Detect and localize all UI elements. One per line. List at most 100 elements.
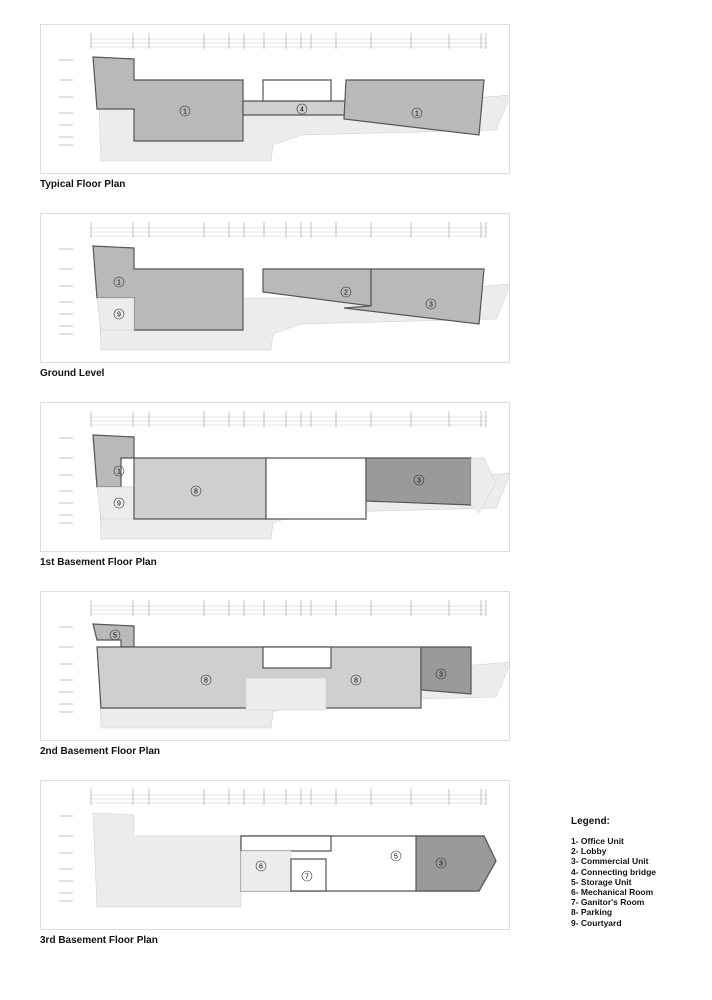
floor-plan-svg: 6 7 5 3	[59, 789, 497, 908]
label-number: 5	[113, 633, 117, 640]
label-circle	[390, 850, 402, 862]
dimension-lines	[59, 33, 487, 146]
janitor-room	[290, 858, 327, 892]
room-number-label: 6	[255, 860, 267, 872]
label-number: 9	[117, 312, 121, 319]
label-circle	[200, 674, 212, 686]
office-unit	[92, 56, 244, 142]
room-number-label: 9	[113, 497, 125, 509]
label-circle	[296, 103, 308, 115]
mechanical-room	[240, 850, 292, 892]
label-circle	[435, 668, 447, 680]
label-number: 3	[417, 478, 421, 485]
legend-title: Legend:	[571, 816, 610, 827]
floor-plan-svg: 5 8 8 3	[59, 600, 509, 729]
open-area	[265, 457, 367, 520]
legend-item: 1- Office Unit	[571, 836, 624, 846]
label-circle	[340, 286, 352, 298]
bridge	[242, 100, 347, 116]
room-number-label: 8	[190, 485, 202, 497]
site-outline	[92, 812, 242, 908]
ramp	[245, 677, 327, 711]
room-number-label: 3	[425, 298, 437, 310]
room-number-label: 9	[113, 308, 125, 320]
label-number: 5	[394, 854, 398, 861]
dimension-lines	[59, 222, 487, 335]
core	[240, 835, 332, 852]
label-number: 1	[183, 109, 187, 116]
legend-item: 4- Connecting bridge	[571, 866, 656, 877]
label-circle	[350, 674, 362, 686]
room-number-label: 2	[340, 286, 352, 298]
floor-plan-drawing: 5 8 8 3	[40, 591, 510, 741]
label-number: 3	[439, 861, 443, 868]
room-number-label: 1	[411, 107, 423, 119]
office-unit	[343, 79, 485, 136]
label-circle	[413, 474, 425, 486]
room-number-label: 8	[350, 674, 362, 686]
floor-plan-drawing: 1 4 1	[40, 24, 510, 174]
floor-plan-svg: 1 4 1	[59, 33, 509, 162]
plan-title: 2nd Basement Floor Plan	[40, 746, 161, 757]
legend-item: 5- Storage Unit	[571, 876, 632, 887]
floor-plan-drawing: 6 7 5 3	[40, 780, 510, 930]
room-number-label: 5	[390, 850, 402, 862]
label-number: 1	[117, 280, 121, 287]
room-number-label: 1	[113, 276, 125, 288]
dimension-lines	[59, 411, 487, 524]
label-circle	[113, 308, 125, 320]
commercial-unit	[420, 646, 472, 695]
legend-item: 2- Lobby	[571, 846, 607, 857]
room-number-label: 7	[301, 870, 313, 882]
label-number: 2	[344, 290, 348, 297]
label-circle	[190, 485, 202, 497]
label-circle	[113, 276, 125, 288]
room-number-label: 4	[296, 103, 308, 115]
legend-item: 8- Parking	[571, 907, 613, 918]
office-unit	[92, 434, 135, 488]
room-number-label: 1	[113, 465, 125, 477]
label-circle	[425, 298, 437, 310]
room-number-label: 5	[109, 629, 121, 641]
room-number-label: 8	[200, 674, 212, 686]
legend-item: 7- Ganitor's Room	[571, 897, 645, 908]
dimension-lines	[59, 600, 487, 713]
commercial-unit	[415, 835, 497, 892]
label-number: 8	[194, 489, 198, 496]
room-number-label: 3	[435, 857, 447, 869]
room-number-label: 3	[413, 474, 425, 486]
plan-title: Ground Level	[40, 368, 105, 379]
plan-title: 1st Basement Floor Plan	[40, 557, 157, 568]
label-circle	[435, 857, 447, 869]
dimension-lines	[59, 789, 487, 902]
label-circle	[109, 629, 121, 641]
legend-item: 6- Mechanical Room	[571, 887, 654, 898]
label-number: 1	[117, 469, 121, 476]
stair	[470, 457, 497, 514]
commercial-unit	[343, 268, 485, 325]
label-circle	[113, 465, 125, 477]
label-number: 8	[354, 678, 358, 685]
label-number: 3	[429, 302, 433, 309]
label-number: 8	[204, 678, 208, 685]
label-number: 1	[415, 111, 419, 118]
room-number-label: 3	[435, 668, 447, 680]
courtyard	[96, 297, 135, 331]
core	[262, 79, 332, 102]
legend-item: 9- Courtyard	[571, 917, 622, 928]
room-number-label: 1	[179, 105, 191, 117]
core	[262, 646, 332, 669]
label-circle	[411, 107, 423, 119]
label-circle	[301, 870, 313, 882]
label-circle	[255, 860, 267, 872]
label-circle	[113, 497, 125, 509]
label-number: 3	[439, 672, 443, 679]
label-number: 9	[117, 501, 121, 508]
plan-title: 3rd Basement Floor Plan	[40, 935, 158, 946]
courtyard	[96, 486, 135, 520]
label-circle	[179, 105, 191, 117]
